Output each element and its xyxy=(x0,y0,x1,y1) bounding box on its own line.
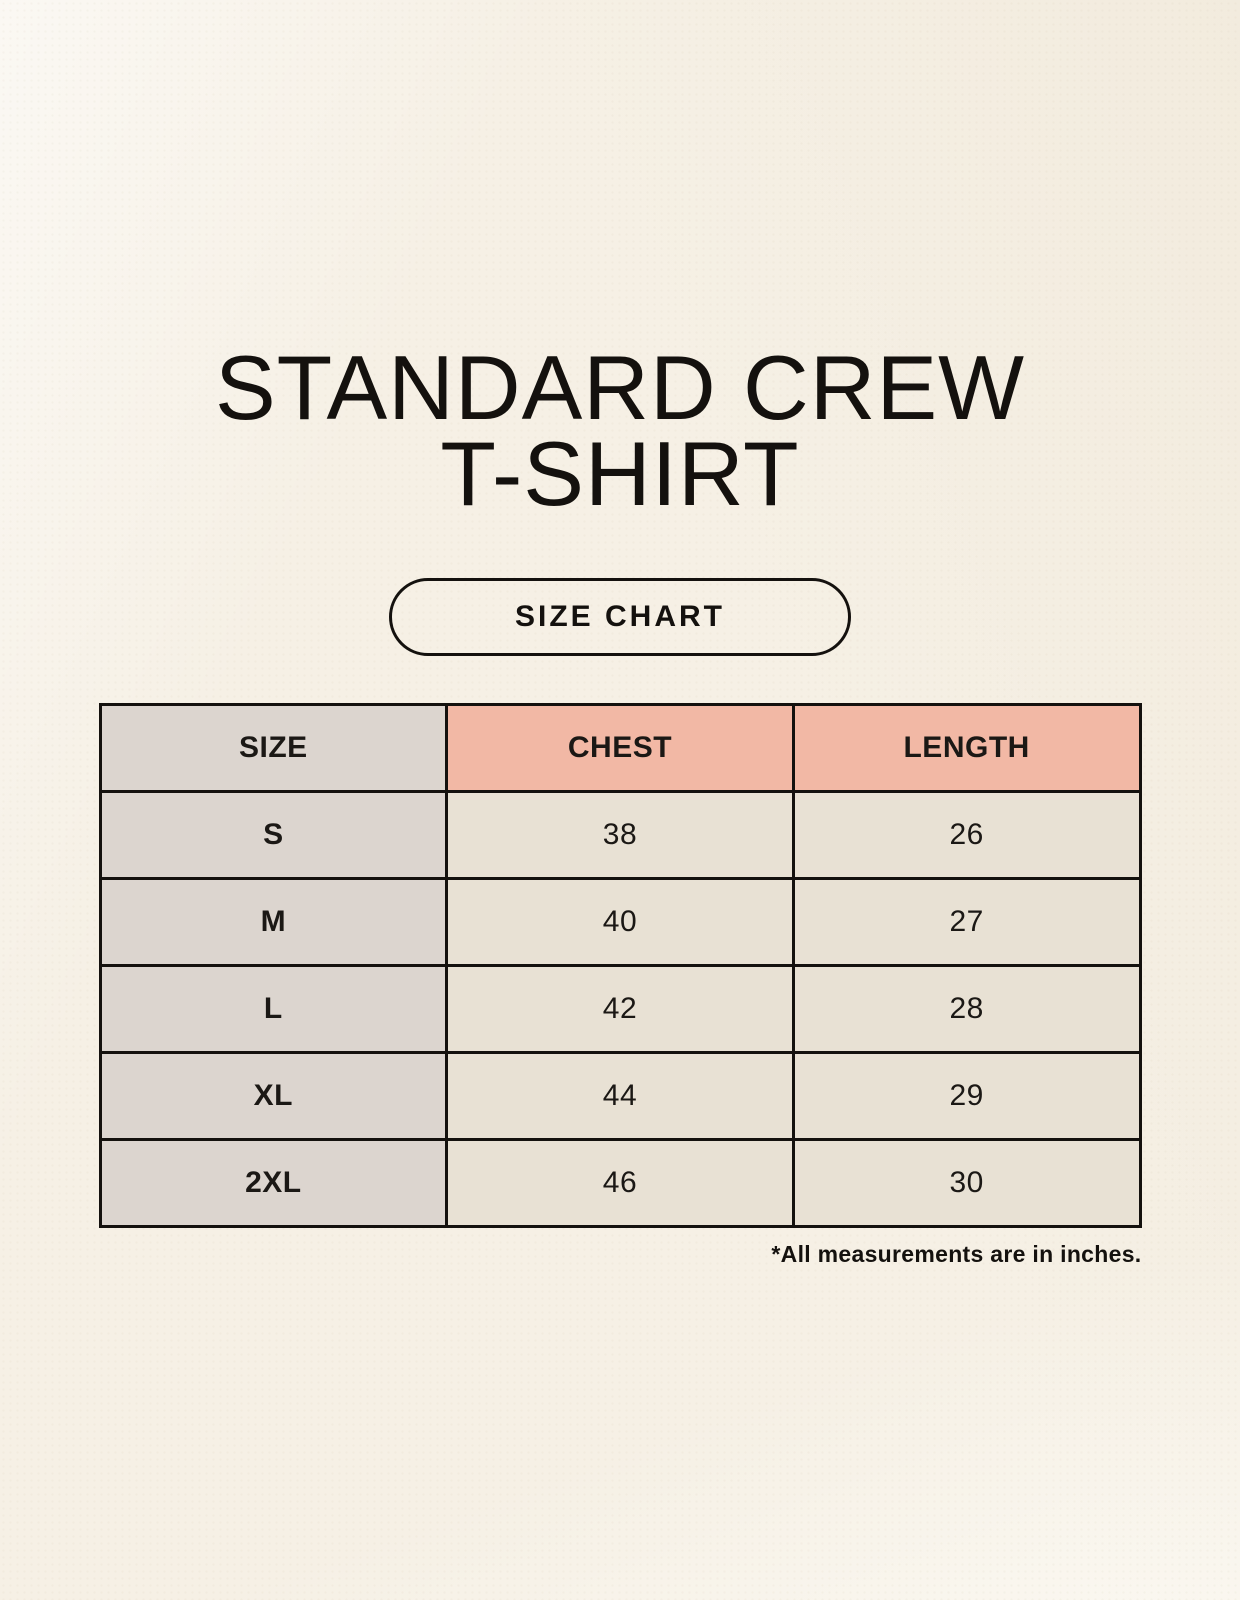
table-row: L 42 28 xyxy=(98,964,1142,1054)
table-header-row: SIZE CHEST LENGTH xyxy=(98,703,1142,793)
chest-cell: 44 xyxy=(445,1051,795,1141)
size-cell: 2XL xyxy=(98,1138,449,1228)
page-title: STANDARD CREW T-SHIRT xyxy=(0,0,1240,525)
table-row: XL 44 29 xyxy=(98,1051,1142,1141)
length-cell: 26 xyxy=(791,790,1142,880)
size-chart-button[interactable]: SIZE CHART xyxy=(389,578,851,656)
table-row: M 40 27 xyxy=(98,877,1142,967)
length-cell: 30 xyxy=(791,1138,1142,1228)
size-cell: XL xyxy=(98,1051,449,1141)
column-header-size: SIZE xyxy=(98,703,449,793)
size-cell: M xyxy=(98,877,449,967)
table-row: S 38 26 xyxy=(98,790,1142,880)
table-row: 2XL 46 30 xyxy=(98,1138,1142,1228)
chest-cell: 38 xyxy=(445,790,795,880)
title-line-2: T-SHIRT xyxy=(440,424,800,525)
column-header-chest: CHEST xyxy=(445,703,795,793)
length-cell: 28 xyxy=(791,964,1142,1054)
title-line-1: STANDARD CREW xyxy=(214,338,1026,439)
length-cell: 27 xyxy=(791,877,1142,967)
chest-cell: 42 xyxy=(445,964,795,1054)
size-cell: L xyxy=(98,964,449,1054)
size-cell: S xyxy=(98,790,449,880)
length-cell: 29 xyxy=(791,1051,1142,1141)
column-header-length: LENGTH xyxy=(791,703,1142,793)
measurements-footnote: *All measurements are in inches. xyxy=(771,1241,1142,1267)
chest-cell: 46 xyxy=(445,1138,795,1228)
chest-cell: 40 xyxy=(445,877,795,967)
size-chart-table: SIZE CHEST LENGTH S 38 26 M 40 27 L 42 2… xyxy=(98,703,1142,1228)
